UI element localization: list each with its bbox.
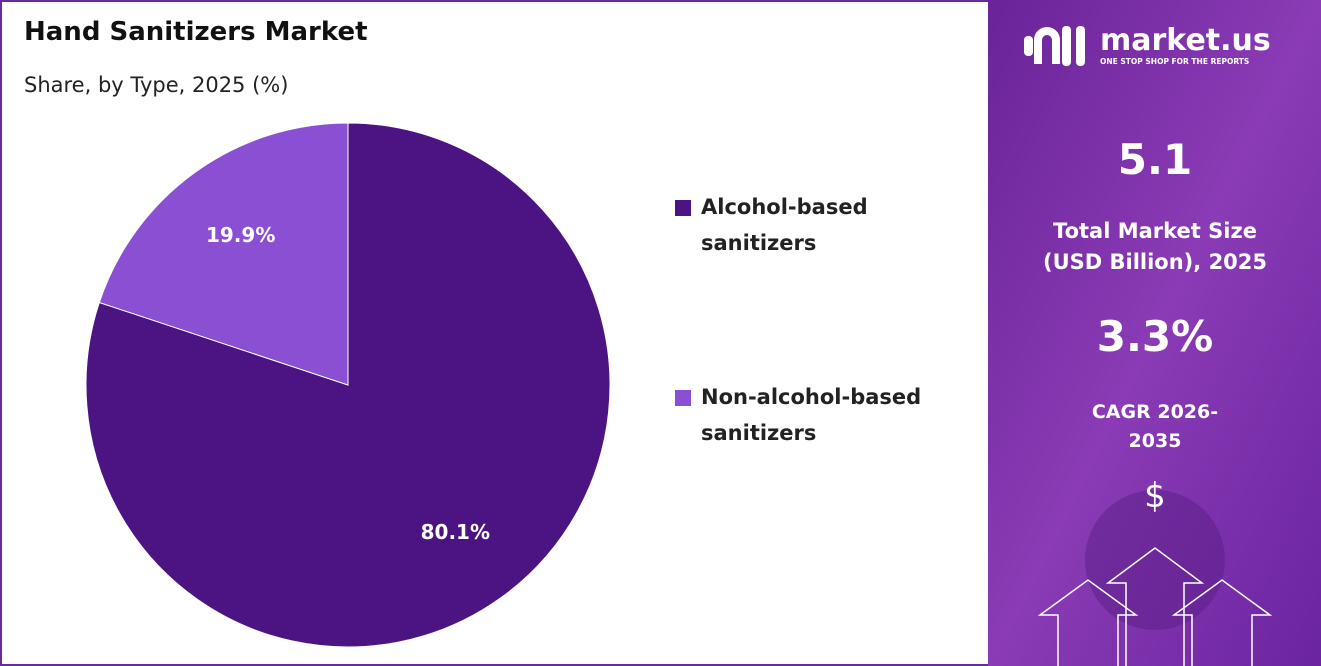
cagr: 3.3% <box>1096 312 1214 361</box>
legend-swatch <box>675 390 691 406</box>
data-label: 80.1% <box>421 520 490 544</box>
data-label: 19.9% <box>206 223 275 247</box>
decor <box>1085 490 1225 630</box>
brand: market.us <box>1100 23 1271 58</box>
chart-title: Hand Sanitizers Market <box>24 17 368 47</box>
legend-item: Alcohol-based sanitizers <box>675 189 975 261</box>
market-size: 5.1 <box>1117 135 1193 184</box>
legend-swatch <box>675 200 691 216</box>
chart-subtitle: Share, by Type, 2025 (%) <box>24 73 288 97</box>
legend-label: Alcohol-based sanitizers <box>701 195 868 255</box>
cagr-label: CAGR 2026-2035 <box>1091 401 1219 452</box>
arrows <box>1037 547 1273 666</box>
tagline: ONE STOP SHOP FOR THE REPORTS <box>1100 57 1249 66</box>
logo <box>1024 26 1085 66</box>
legend-item: Non-alcohol-based sanitizers <box>675 379 975 451</box>
legend-label: Non-alcohol-based sanitizers <box>701 385 922 445</box>
pie-slice <box>98 122 349 386</box>
currency-icon: $ <box>1144 476 1166 516</box>
market-size-label: Total Market Size (USD Billion), 2025 <box>1042 219 1268 274</box>
